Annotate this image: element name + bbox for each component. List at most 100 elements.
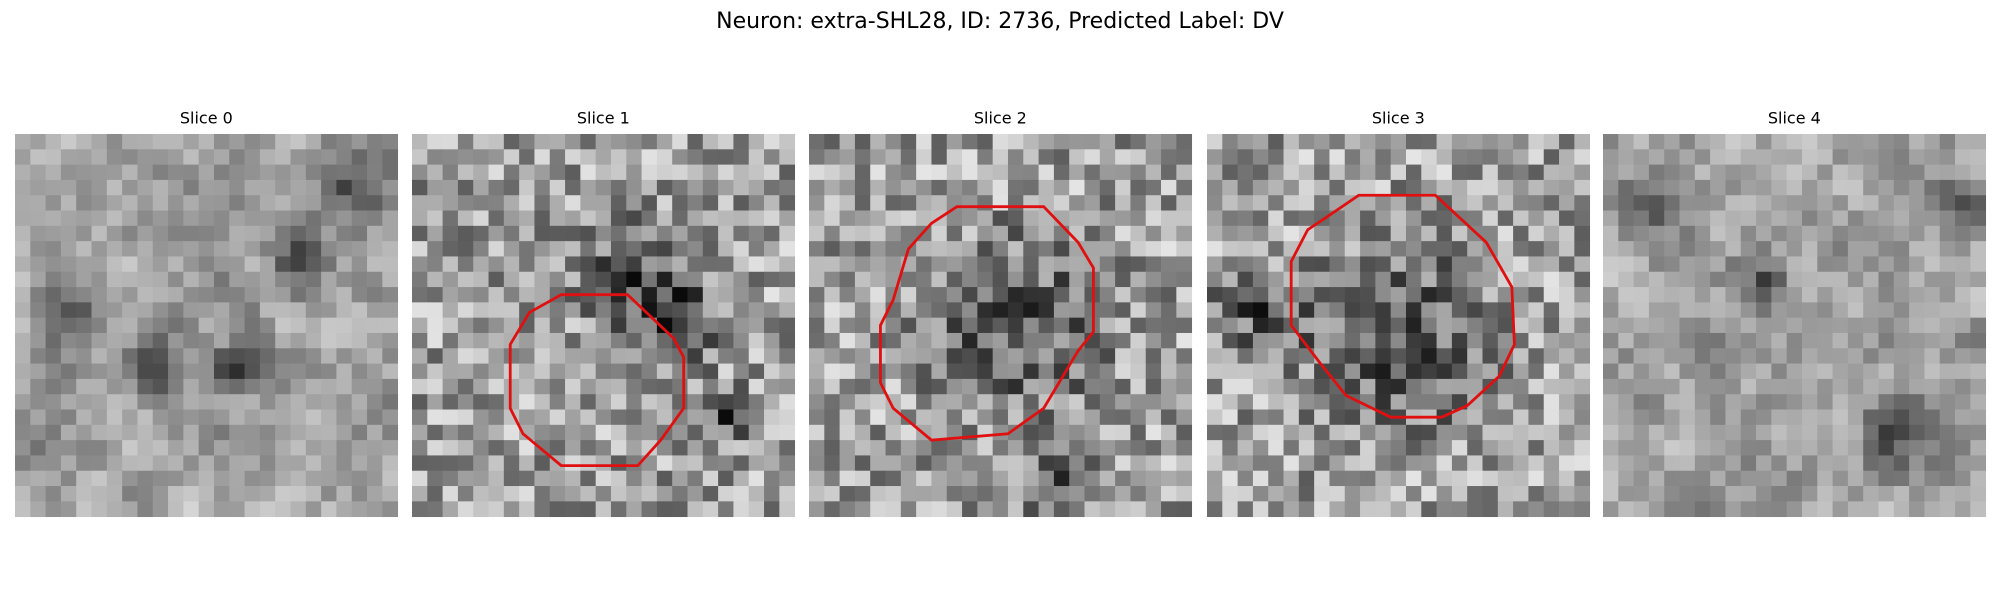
pixel <box>183 486 200 502</box>
pixel <box>351 394 368 410</box>
pixel <box>1863 287 1879 303</box>
pixel <box>122 179 138 196</box>
pixel <box>885 348 902 364</box>
pixel <box>1405 225 1422 242</box>
pixel <box>1467 424 1483 441</box>
pixel <box>595 501 612 518</box>
pixel <box>1633 256 1650 273</box>
pixel <box>748 134 765 150</box>
pixel <box>1436 164 1453 181</box>
pixel <box>1421 348 1437 364</box>
pixel <box>748 332 765 349</box>
pixel <box>305 348 322 364</box>
pixel <box>244 271 261 288</box>
pixel <box>1543 440 1560 456</box>
pixel <box>198 287 215 303</box>
pixel <box>259 317 276 334</box>
pixel <box>473 271 489 288</box>
pixel <box>1863 271 1879 288</box>
pixel <box>259 424 276 441</box>
pixel <box>122 332 138 349</box>
pixel <box>1130 363 1147 380</box>
pixel <box>1694 332 1711 349</box>
pixel <box>565 179 581 196</box>
pixel <box>900 210 917 227</box>
pixel <box>672 455 688 472</box>
pixel <box>1467 394 1483 410</box>
pixel <box>962 394 978 410</box>
pixel <box>259 302 276 319</box>
pixel <box>1390 332 1407 349</box>
pixel <box>60 378 77 395</box>
pixel <box>1559 164 1575 181</box>
pixel <box>336 302 353 319</box>
pixel <box>1115 455 1131 472</box>
pixel <box>1115 287 1131 303</box>
pixel <box>1207 486 1223 502</box>
pixel <box>1421 363 1437 380</box>
pixel <box>626 149 642 165</box>
pixel <box>1893 455 1910 472</box>
pixel <box>1436 486 1453 502</box>
pixel <box>1955 409 1971 426</box>
pixel <box>473 470 489 487</box>
pixel <box>168 210 184 227</box>
pixel <box>15 440 31 456</box>
pixel <box>1497 409 1514 426</box>
pixel <box>779 256 796 273</box>
pixel <box>687 210 704 227</box>
pixel <box>1878 317 1895 334</box>
pixel <box>1648 440 1665 456</box>
pixel <box>718 470 734 487</box>
pixel <box>1283 440 1300 456</box>
pixel <box>534 455 551 472</box>
pixel <box>1482 287 1499 303</box>
pixel <box>687 256 704 273</box>
pixel <box>885 241 902 257</box>
pixel <box>1038 317 1055 334</box>
pixel <box>1252 164 1269 181</box>
pixel <box>1863 164 1879 181</box>
pixel <box>1771 271 1788 288</box>
pixel <box>321 394 337 410</box>
pixel <box>1939 287 1956 303</box>
pixel <box>1069 287 1085 303</box>
pixel <box>427 455 443 472</box>
pixel <box>1603 164 1619 181</box>
pixel <box>1298 241 1315 257</box>
pixel <box>457 287 474 303</box>
pixel <box>442 302 459 319</box>
pixel <box>1314 287 1330 303</box>
pixel <box>1528 394 1545 410</box>
pixel <box>779 409 796 426</box>
pixel <box>412 317 428 334</box>
pixel <box>1817 424 1833 441</box>
pixel <box>1467 256 1483 273</box>
pixel <box>1679 210 1696 227</box>
pixel <box>580 455 597 472</box>
pixel <box>565 440 581 456</box>
pixel <box>900 409 917 426</box>
pixel <box>1360 332 1376 349</box>
pixel <box>595 363 612 380</box>
pixel <box>1161 302 1177 319</box>
pixel <box>870 149 886 165</box>
pixel <box>1130 164 1147 181</box>
pixel <box>1161 179 1177 196</box>
pixel <box>1786 317 1803 334</box>
pixel <box>1603 134 1619 150</box>
pixel <box>1970 134 1987 150</box>
pixel <box>733 455 750 472</box>
pixel <box>1130 348 1147 364</box>
pixel <box>305 195 322 211</box>
pixel <box>91 409 108 426</box>
pixel <box>244 179 261 196</box>
pixel <box>1252 378 1269 395</box>
pixel <box>992 470 1009 487</box>
pixel <box>60 210 77 227</box>
pixel <box>15 501 31 518</box>
pixel <box>580 134 597 150</box>
pixel <box>610 409 627 426</box>
pixel <box>1237 486 1254 502</box>
pixel <box>1161 225 1177 242</box>
